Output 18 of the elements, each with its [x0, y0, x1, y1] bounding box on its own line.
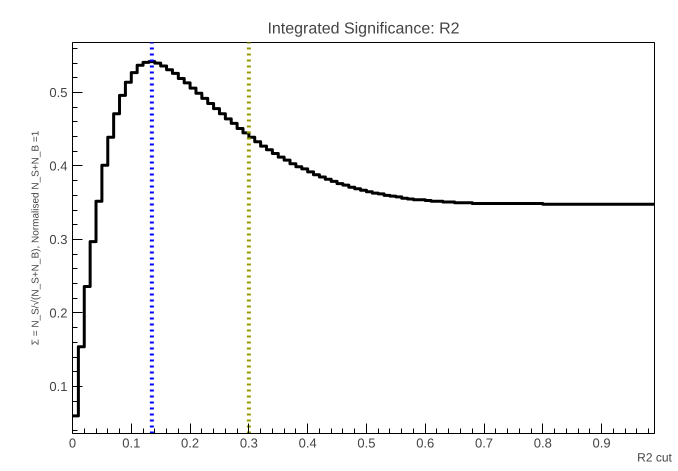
- y-tick-label: 0.2: [49, 305, 68, 320]
- y-tick-label: 0.3: [49, 232, 68, 247]
- y-axis-title: Σ = N_S/√(N_S+N_B), Normalised N_S+N_B =1: [30, 130, 42, 346]
- x-tick-label: 0.9: [592, 436, 611, 450]
- x-tick-label: 0.8: [534, 436, 552, 450]
- x-tick-label: 0.5: [357, 436, 376, 450]
- x-tick-label: 0.2: [181, 436, 200, 450]
- x-tick-label: 0.6: [416, 436, 434, 450]
- y-tick-label: 0.5: [49, 84, 68, 100]
- x-axis-title: R2 cut: [637, 450, 673, 464]
- x-tick-label: 0.7: [474, 436, 494, 450]
- y-tick-label: 0.1: [49, 378, 68, 394]
- chart-title: Integrated Significance: R2: [267, 20, 460, 38]
- x-tick-label: 0.4: [298, 436, 317, 450]
- x-tick-label: 0: [68, 436, 76, 450]
- x-tick-label: 0.3: [240, 436, 258, 450]
- x-tick-label: 0.1: [122, 436, 140, 450]
- y-tick-label: 0.4: [49, 158, 68, 174]
